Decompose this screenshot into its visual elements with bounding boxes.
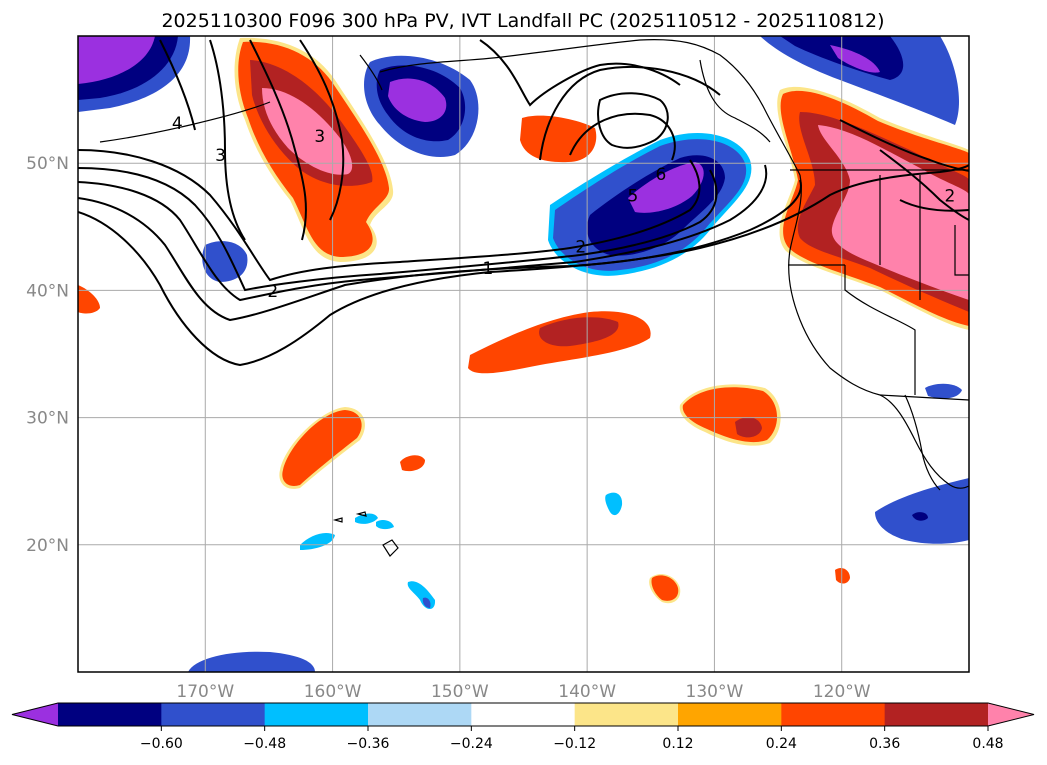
contour-label: 3 — [215, 146, 226, 166]
contour-label: 5 — [628, 187, 639, 207]
colorbar-segment — [368, 703, 472, 726]
contour-label: 1 — [482, 259, 493, 279]
map-panel[interactable]: 4 3 3 2 1 2 56 2 — [78, 36, 969, 672]
lon-label: 160°W — [304, 682, 362, 702]
map-title: 2025110300 F096 300 hPa PV, IVT Landfall… — [161, 10, 884, 32]
lat-label: 50°N — [26, 154, 69, 174]
contour-label: 2 — [575, 237, 586, 257]
colorbar-extend-low — [12, 703, 58, 726]
colorbar-segment — [884, 703, 989, 726]
colorbar-tick-label: 0.24 — [766, 736, 797, 752]
contour-labels: 4 3 3 2 1 2 56 2 — [172, 114, 955, 302]
contour-label: 2 — [267, 282, 278, 302]
colorbar-segment — [678, 703, 782, 726]
colorbar-tick-label: −0.12 — [553, 736, 596, 752]
colorbar-tick-label: −0.48 — [243, 736, 286, 752]
colorbar-extend-high — [988, 703, 1034, 726]
lat-label: 30°N — [26, 409, 69, 429]
pv-contours — [78, 39, 969, 367]
colorbar-segment — [574, 703, 679, 726]
colorbar-tick-label: −0.36 — [347, 736, 390, 752]
lat-label: 20°N — [26, 536, 69, 556]
colorbar-tick-label: 0.48 — [972, 736, 1003, 752]
lon-label: 170°W — [176, 682, 234, 702]
lon-label: 130°W — [686, 682, 744, 702]
colorbar: −0.60 −0.48 −0.36 −0.24 −0.12 0.12 0.24 0.36 0.4… — [11, 702, 1035, 752]
graticule — [78, 36, 969, 672]
contour-label: 4 — [172, 114, 183, 134]
lon-label: 120°W — [813, 682, 871, 702]
negative-anomaly-ne — [760, 36, 960, 125]
lon-label: 150°W — [431, 682, 489, 702]
colorbar-outline — [11, 702, 1035, 727]
coastlines — [99, 39, 969, 557]
latitude-labels: 50°N 40°N 30°N 20°N — [26, 154, 69, 556]
colorbar-segment — [471, 703, 576, 726]
contour-label: 6 — [656, 165, 667, 185]
lat-label: 40°N — [26, 281, 69, 301]
colorbar-segment — [781, 703, 886, 726]
colorbar-tick-label: 0.36 — [869, 736, 900, 752]
map-frame — [77, 35, 970, 673]
longitude-labels: 170°W 160°W 150°W 140°W 130°W 120°W — [176, 682, 870, 702]
colorbar-tick-label: 0.12 — [662, 736, 693, 752]
lon-label: 140°W — [558, 682, 616, 702]
contour-label: 3 — [314, 127, 325, 147]
colorbar-segment — [161, 703, 266, 726]
colorbar-segment — [58, 703, 162, 726]
colorbar-segment — [264, 703, 369, 726]
contour-label: 2 — [944, 187, 955, 207]
colorbar-tick-label: −0.24 — [450, 736, 493, 752]
positive-anomaly-small — [520, 115, 597, 163]
pc-shading — [78, 36, 969, 672]
colorbar-tick-label: −0.60 — [140, 736, 183, 752]
